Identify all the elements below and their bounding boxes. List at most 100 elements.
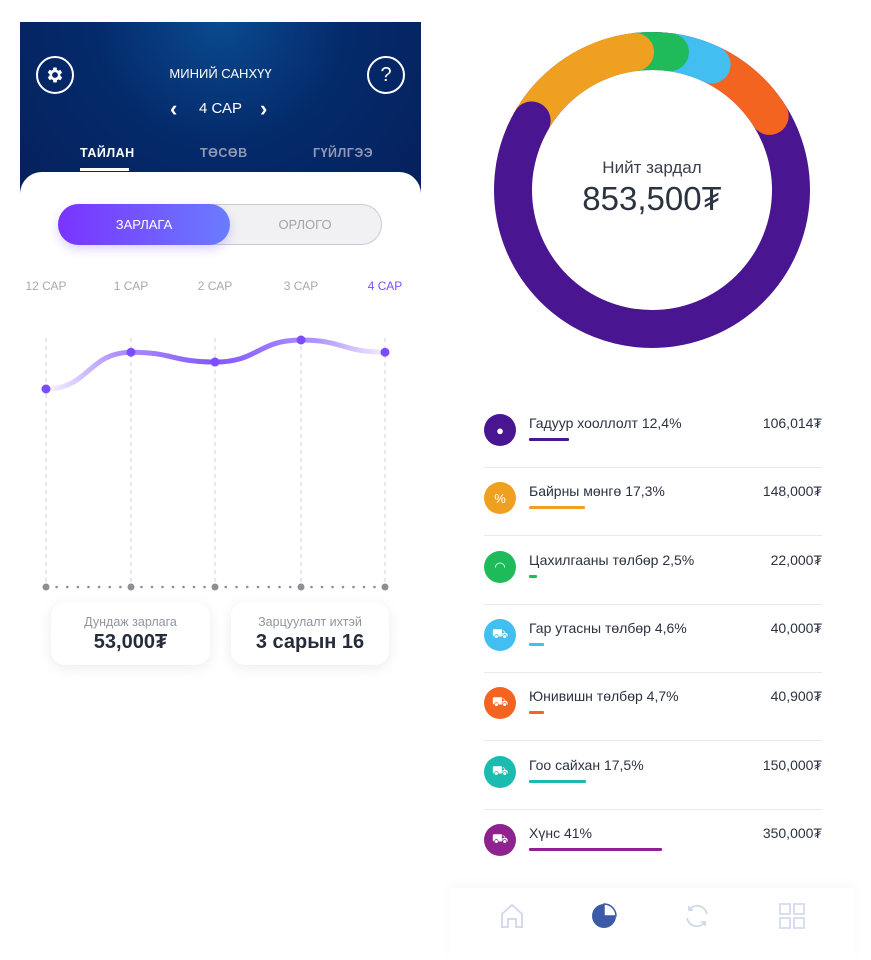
axis-dot [310, 585, 313, 589]
cart-icon: ⛟ [484, 687, 516, 720]
category-amount: 350,000₮ [762, 824, 822, 841]
category-row[interactable]: ◠ Цахилгааны төлбөр 2,5% 22,000₮ [484, 537, 822, 605]
category-amount: 148,000₮ [762, 483, 822, 500]
category-label: Гар утасны төлбөр 4,6% [529, 619, 687, 636]
cart-icon: ⛟ [484, 823, 516, 856]
axis-dot [97, 585, 101, 589]
axis-dot [245, 585, 249, 589]
axis-dot [352, 585, 355, 589]
axis-dot [140, 585, 143, 589]
tab-budget[interactable]: ТӨСӨВ [200, 146, 248, 160]
help-button[interactable]: ? [367, 56, 405, 94]
category-row[interactable]: ⛟ Хүнс 41% 350,000₮ [484, 810, 822, 878]
refresh-icon[interactable] [683, 902, 711, 930]
top-spending-value: 3 сарын 16 [255, 631, 365, 653]
category-row[interactable]: % Байрны мөнгө 17,3% 148,000₮ [484, 468, 822, 537]
bottom-nav [450, 888, 854, 960]
pie-chart-icon[interactable] [590, 902, 618, 930]
report-panel: МИНИЙ САНХҮҮ ? ‹ 4 САР › ТАЙЛАН ТӨСӨВ ГҮ… [20, 22, 421, 702]
category-label: Байрны мөнгө 17,3% [529, 483, 665, 500]
average-expense-value: 53,000₮ [93, 631, 168, 653]
prev-month-button[interactable]: ‹ [170, 96, 178, 121]
donut-center: Нийт зардал 853,500₮ [552, 158, 752, 218]
axis-dot [108, 585, 112, 589]
month-filter-2[interactable]: 2 САР [197, 279, 233, 293]
category-row[interactable]: ● Гадуур хооллолт 12,4% 106,014₮ [484, 400, 822, 468]
settings-button[interactable] [36, 56, 74, 94]
axis-dot [119, 585, 122, 589]
axis-tick [211, 583, 219, 591]
axis-dot [267, 585, 271, 589]
axis-dot [203, 585, 206, 589]
average-expense-label: Дундаж зарлага [84, 615, 177, 629]
axis-dot [331, 585, 334, 589]
current-month: 4 САР [198, 100, 243, 117]
total-expense-label: Нийт зардал [602, 158, 702, 177]
data-point[interactable] [210, 357, 220, 367]
data-point[interactable] [296, 335, 306, 345]
data-point[interactable] [126, 347, 136, 357]
category-share-bar [529, 574, 538, 578]
grid-icon[interactable] [778, 902, 806, 930]
axis-tick [127, 583, 135, 591]
axis-dot [182, 585, 185, 589]
month-filter-1[interactable]: 1 САР [113, 279, 149, 293]
category-label: Юнивишн төлбөр 4,7% [529, 688, 679, 705]
drop-icon: ● [484, 414, 516, 446]
month-filter-3[interactable]: 3 САР [283, 279, 319, 293]
axis-dot [373, 585, 376, 589]
money-bag-icon: % [484, 482, 516, 515]
data-point[interactable] [41, 384, 51, 394]
category-label: Гоо сайхан 17,5% [529, 756, 644, 773]
donut-segment[interactable] [496, 101, 551, 185]
active-tab-indicator [80, 168, 129, 171]
category-amount: 40,900₮ [770, 688, 822, 705]
category-amount: 22,000₮ [770, 551, 822, 568]
axis-dot [192, 585, 196, 589]
total-expense-value: 853,500₮ [582, 180, 722, 217]
expense-income-toggle[interactable]: ОРЛОГО ЗАРЛАГА [58, 204, 382, 245]
category-share-bar [529, 506, 586, 510]
category-share-bar [529, 779, 586, 783]
month-filter-4[interactable]: 4 САР [367, 279, 403, 293]
axis-dot [87, 585, 90, 589]
axis-dot [256, 585, 260, 589]
category-share-bar [529, 711, 545, 715]
tab-transactions[interactable]: ГҮЙЛГЭЭ [313, 146, 374, 160]
report-card: ОРЛОГО ЗАРЛАГА 12 САР 1 САР 2 САР 3 САР 4 СА… [20, 172, 421, 702]
category-amount: 40,000₮ [770, 619, 822, 636]
category-row[interactable]: ⛟ Гоо сайхан 17,5% 150,000₮ [484, 742, 822, 810]
axis-dot [150, 585, 154, 589]
axis-tick [42, 583, 50, 591]
axis-dot [76, 585, 80, 589]
expense-option[interactable]: ЗАРЛАГА [58, 204, 230, 245]
data-point[interactable] [380, 347, 390, 357]
category-label: Цахилгааны төлбөр 2,5% [529, 551, 695, 568]
month-filter-0[interactable]: 12 САР [25, 279, 67, 293]
income-option[interactable]: ОРЛОГО [278, 217, 332, 232]
axis-tick [297, 583, 305, 591]
cart-icon: ⛟ [484, 618, 516, 651]
top-spending-card: Зарцуулалт ихтэй 3 сарын 16 [231, 602, 389, 665]
axis-dot [224, 585, 228, 589]
category-amount: 106,014₮ [762, 415, 822, 431]
home-icon[interactable] [498, 902, 526, 930]
category-share-bar [529, 642, 544, 646]
category-row[interactable]: ⛟ Юнивишн төлбөр 4,7% 40,900₮ [484, 673, 822, 742]
top-spending-label: Зарцуулалт ихтэй [258, 615, 362, 629]
axis-dot [171, 585, 175, 589]
category-amount: 150,000₮ [762, 756, 822, 773]
cart-icon: ⛟ [484, 755, 516, 788]
axis-dot [288, 585, 292, 589]
expense-breakdown-panel: Нийт зардал 853,500₮ ● Гадуур хооллолт 1… [450, 0, 871, 960]
category-label: Гадуур хооллолт 12,4% [529, 415, 682, 431]
category-row[interactable]: ⛟ Гар утасны төлбөр 4,6% 40,000₮ [484, 605, 822, 673]
gear-icon [47, 67, 63, 83]
axis-dot [341, 585, 345, 589]
average-expense-card: Дундаж зарлага 53,000₮ [51, 602, 210, 665]
axis-dot [161, 585, 164, 589]
axis-dot [320, 585, 324, 589]
line-chart [41, 335, 390, 591]
tab-report[interactable]: ТАЙЛАН [80, 146, 135, 160]
next-month-button[interactable]: › [260, 96, 268, 121]
